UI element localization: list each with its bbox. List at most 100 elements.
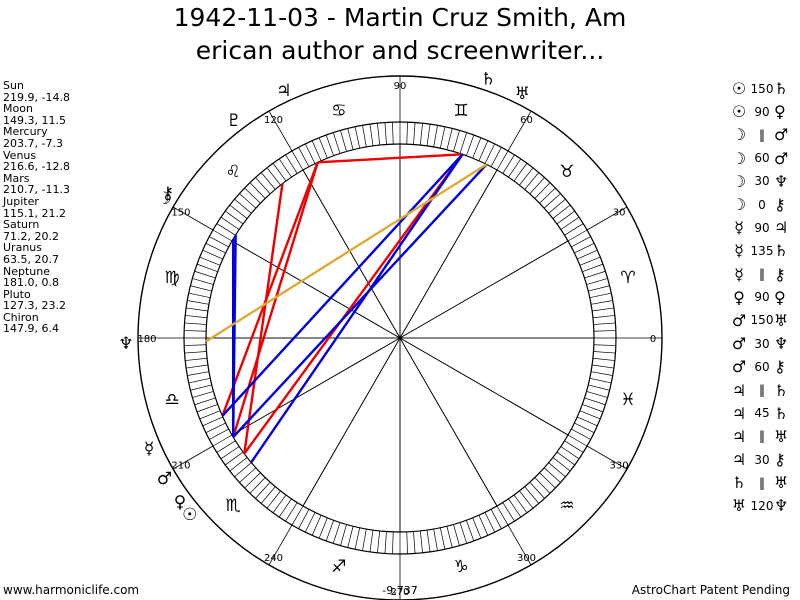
aspect-symbol: 45 [754, 406, 770, 421]
zodiac-sign-icon: ♎ [164, 390, 179, 410]
degree-tick [534, 477, 551, 494]
degree-tick [192, 391, 214, 398]
degree-tick [574, 242, 595, 254]
degree-tick [212, 229, 233, 242]
aspect-row: ♄ ‖ ♅ [728, 471, 789, 494]
spoke-outer [507, 524, 532, 566]
aspect-line [250, 153, 464, 464]
degree-tick [377, 123, 381, 146]
degree-tick [318, 137, 328, 159]
degree-tick [586, 278, 608, 285]
degree-tick [332, 522, 341, 544]
degree-tick [205, 422, 226, 434]
planet-coords: 203.7, -7.3 [3, 136, 63, 150]
planet-glyph-icon: ⚷ [774, 450, 786, 470]
degree-tick [190, 285, 212, 292]
degree-tick [459, 522, 468, 544]
aspect-row: ♀ 90 ♀ [728, 286, 788, 309]
planet-name: Moon [3, 102, 33, 116]
degree-tick [340, 130, 347, 152]
degree-tick [588, 384, 610, 391]
planet-glyph-icon: ♄ [731, 473, 747, 493]
planet-glyph-icon: ☿ [734, 264, 744, 284]
degree-tick [426, 530, 431, 552]
degree-tick [202, 249, 223, 260]
planet-name: Neptune [3, 264, 51, 278]
planet-glyph-icon: ♂ [774, 125, 789, 145]
aspect-symbol: 135 [750, 243, 774, 258]
planet-name: Chiron [3, 310, 39, 324]
planet-glyph-icon: ♀ [733, 287, 745, 307]
degree-tick [586, 391, 608, 398]
planet-name: Jupiter [3, 194, 39, 208]
aspect-line [243, 153, 464, 455]
aspect-row: ♅ 120 ♆ [728, 494, 789, 517]
zodiac-sign-icon: ♊ [453, 101, 468, 121]
degree-tick [419, 123, 423, 146]
degree-tick [543, 193, 561, 209]
degree-tick [244, 472, 261, 489]
degree-tick [239, 467, 257, 483]
degree-tick [347, 128, 354, 150]
planet-glyph-icon: ♃ [731, 380, 747, 400]
aspect-list: ☉ 150 ♄ ☉ 90 ♀ ☽ ‖ ♂ ☽ 60 ♂ ☽ 30 ♆ ☽ 0 ⚷ ☿ 90 ♃ ☿ 135 ♄ … [728, 77, 789, 518]
planet-glyph-icon: ♅ [774, 310, 789, 330]
degree-tick [225, 210, 244, 225]
planet-coords: 63.5, 20.7 [3, 252, 59, 266]
degree-label: 330 [610, 461, 629, 472]
planet-glyph-icon: ☽ [731, 125, 747, 145]
aspect-row: ♃ ‖ ♅ [728, 425, 789, 448]
degree-tick [571, 428, 591, 440]
degree-tick [588, 285, 610, 292]
planet-glyph-icon: ☽ [157, 189, 172, 209]
degree-tick [439, 126, 446, 149]
degree-tick [229, 457, 248, 472]
degree-tick [496, 505, 509, 526]
degree-tick [194, 270, 216, 279]
aspect-row: ☉ 90 ♀ [728, 100, 788, 123]
planet-glyph-icon: ☿ [734, 218, 744, 238]
degree-tick [384, 122, 387, 145]
degree-tick [362, 125, 367, 148]
degree-label: 0 [650, 334, 656, 345]
degree-tick [582, 404, 604, 413]
degree-tick [496, 150, 509, 171]
planet-name: Mercury [3, 125, 48, 139]
planet-name: Uranus [3, 241, 42, 255]
aspect-row: ♂ 60 ⚷ [728, 355, 788, 378]
degree-tick [490, 147, 502, 167]
degree-tick [529, 177, 545, 195]
aspect-symbol: ‖ [759, 383, 765, 398]
degree-tick [278, 498, 292, 518]
degree-tick [560, 216, 580, 230]
planet-coords: 71.2, 20.2 [3, 229, 59, 243]
degree-tick [216, 440, 236, 453]
degree-tick [513, 163, 528, 182]
degree-tick [593, 344, 616, 346]
degree-tick [589, 292, 612, 299]
aspect-line [221, 161, 319, 417]
degree-tick [539, 472, 556, 489]
planet-glyph-icon: ☉ [731, 102, 747, 122]
chart-title-line2: erican author and screenwriter... [195, 36, 605, 65]
planet-glyph-icon: ☽ [731, 148, 747, 168]
aspect-row: ☽ 0 ⚷ [728, 193, 788, 216]
aspect-line [243, 183, 284, 454]
zodiac-sign-icon: ♐ [331, 557, 346, 577]
planet-glyph-icon: ♅ [774, 426, 789, 446]
degree-tick [196, 404, 218, 413]
degree-tick [220, 446, 240, 460]
degree-tick [184, 344, 207, 346]
aspect-symbol: ‖ [759, 267, 765, 282]
aspect-symbol: ‖ [759, 127, 765, 142]
planet-glyph-icon: ☿ [144, 439, 154, 459]
degree-tick [593, 351, 616, 354]
planet-coords: 210.7, -11.3 [3, 183, 70, 197]
degree-tick [260, 172, 276, 190]
aspect-symbol: 150 [750, 81, 774, 96]
degree-tick [209, 236, 229, 248]
planet-name: Pluto [3, 287, 31, 301]
degree-tick [194, 397, 216, 406]
degree-tick [519, 490, 534, 509]
planet-glyph-icon: ♆ [774, 334, 789, 354]
